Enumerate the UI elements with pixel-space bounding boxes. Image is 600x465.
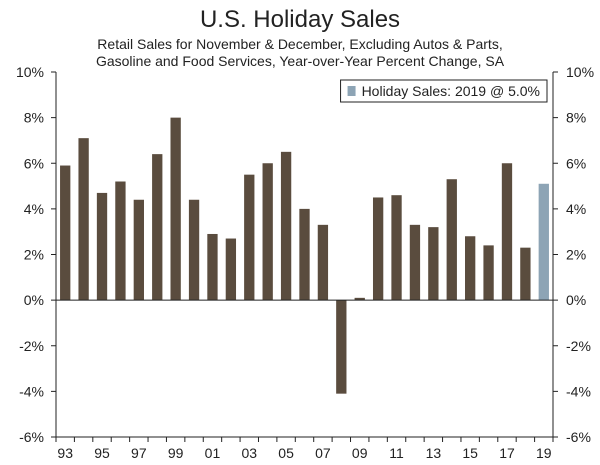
bar-18 xyxy=(520,247,531,301)
bar-09 xyxy=(354,297,365,301)
bar-93 xyxy=(60,165,71,301)
x-tick-label-01: 01 xyxy=(205,445,221,461)
legend-label: Holiday Sales: 2019 @ 5.0% xyxy=(362,83,540,99)
x-tick-label-03: 03 xyxy=(241,445,257,461)
y-tick-label-right: -2% xyxy=(566,338,591,354)
bar-11 xyxy=(391,195,402,301)
bar-07 xyxy=(317,224,329,301)
y-tick-label-left: 0% xyxy=(24,292,44,308)
x-tick-label-93: 93 xyxy=(57,445,73,461)
x-tick-label-97: 97 xyxy=(131,445,147,461)
x-tick-label-95: 95 xyxy=(94,445,110,461)
legend-swatch xyxy=(347,86,356,96)
legend: Holiday Sales: 2019 @ 5.0% xyxy=(340,79,548,103)
bar-16 xyxy=(483,245,494,301)
y-tick-label-left: 6% xyxy=(24,155,44,171)
y-tick-label-left: -6% xyxy=(19,429,44,445)
x-tick-label-05: 05 xyxy=(278,445,294,461)
y-tick-label-right: 10% xyxy=(566,64,594,80)
bar-03 xyxy=(244,174,255,301)
x-tick-label-07: 07 xyxy=(315,445,331,461)
bar-12 xyxy=(409,224,421,301)
bar-94 xyxy=(78,138,89,301)
x-tick-label-19: 19 xyxy=(536,445,552,461)
bar-98 xyxy=(152,154,163,301)
chart-subtitle-line-2: Gasoline and Food Services, Year-over-Ye… xyxy=(95,53,505,69)
x-tick-label-99: 99 xyxy=(168,445,184,461)
bar-96 xyxy=(115,181,126,301)
bar-00 xyxy=(188,199,200,301)
x-tick-label-11: 11 xyxy=(389,445,404,461)
plot-frame xyxy=(55,72,554,438)
y-tick-label-right: 2% xyxy=(566,247,586,263)
bar-01 xyxy=(207,233,218,301)
x-tick-label-17: 17 xyxy=(499,445,515,461)
bar-05 xyxy=(280,151,292,301)
bar-99 xyxy=(170,117,181,301)
bar-17 xyxy=(501,163,513,301)
bar-04 xyxy=(262,163,273,301)
y-tick-label-right: -6% xyxy=(566,429,591,445)
y-axis-right: -6% -4% -2% 0% 2% 4% 6% 8% 10% xyxy=(553,64,594,445)
x-axis: 93 95 97 99 01 03 05 07 09 11 13 15 17 19 xyxy=(55,437,554,461)
y-tick-label-left: -2% xyxy=(19,338,44,354)
y-tick-label-left: 10% xyxy=(16,64,44,80)
x-tick-label-15: 15 xyxy=(462,445,478,461)
y-tick-label-right: 6% xyxy=(566,155,586,171)
bar-95 xyxy=(96,192,108,301)
y-tick-label-right: 0% xyxy=(566,292,586,308)
bar-19 xyxy=(538,183,549,301)
y-tick-label-left: -4% xyxy=(19,383,44,399)
x-tick-label-13: 13 xyxy=(426,445,442,461)
bar-08 xyxy=(336,300,347,394)
bar-02 xyxy=(225,238,237,301)
bar-13 xyxy=(428,227,439,301)
y-tick-label-right: 8% xyxy=(566,110,586,126)
y-tick-label-left: 2% xyxy=(24,247,44,263)
y-tick-label-right: -4% xyxy=(566,383,591,399)
chart-subtitle-line-1: Retail Sales for November & December, Ex… xyxy=(97,36,503,52)
y-axis-left: -6% -4% -2% 0% 2% 4% 6% 8% 10% xyxy=(16,64,56,445)
x-tick-label-09: 09 xyxy=(352,445,368,461)
chart-title: U.S. Holiday Sales xyxy=(199,6,401,33)
y-tick-label-left: 4% xyxy=(24,201,44,217)
bar-06 xyxy=(299,208,310,301)
bar-97 xyxy=(133,199,144,301)
bar-10 xyxy=(372,197,384,301)
bar-14 xyxy=(446,179,457,301)
y-tick-label-left: 8% xyxy=(24,110,44,126)
bar-15 xyxy=(465,236,476,301)
legend-box xyxy=(340,79,548,103)
bars xyxy=(60,117,549,394)
y-tick-label-right: 4% xyxy=(566,201,586,217)
